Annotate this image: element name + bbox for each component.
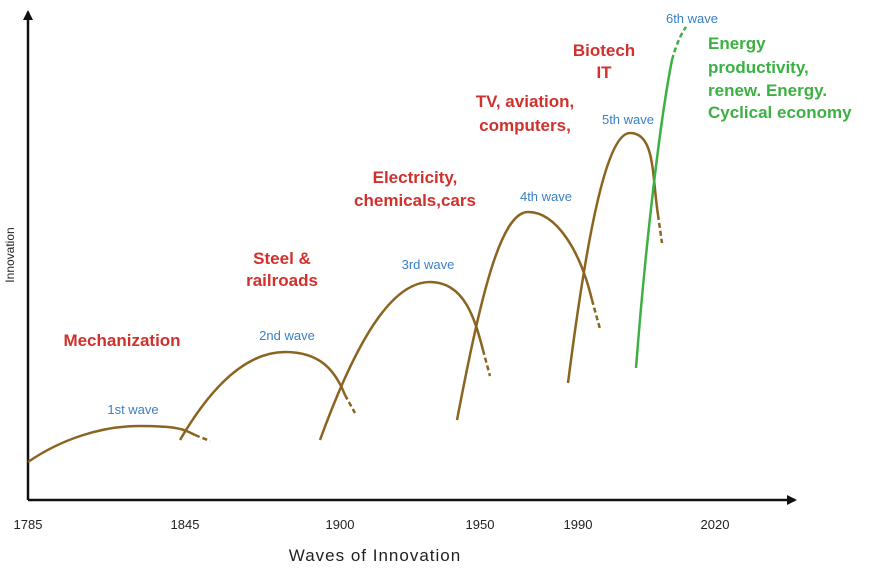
wave-curve bbox=[318, 280, 485, 441]
wave-label: 6th wave bbox=[666, 11, 718, 26]
wave-curve bbox=[566, 131, 660, 384]
technology: productivity, bbox=[708, 58, 809, 77]
wave-label: 3rd wave bbox=[402, 257, 455, 272]
wave-label: 5th wave bbox=[602, 112, 654, 127]
y-axis-label: Innovation bbox=[3, 227, 17, 282]
wave-label: 1st wave bbox=[107, 402, 158, 417]
curves bbox=[27, 26, 688, 464]
technologies: Mechanization Steel & railroads Electric… bbox=[63, 34, 852, 350]
wave-curve bbox=[634, 59, 674, 369]
wave-label: 4th wave bbox=[520, 189, 572, 204]
wave-label: 2nd wave bbox=[259, 328, 315, 343]
x-tick-label: 1900 bbox=[326, 517, 355, 532]
wave-curve bbox=[27, 424, 196, 464]
technology: Electricity, bbox=[373, 168, 458, 187]
wave-curve-end bbox=[194, 433, 211, 443]
wave-curve-end bbox=[670, 26, 688, 61]
x-tick-label: 1950 bbox=[466, 517, 495, 532]
x-tick-label: 1785 bbox=[14, 517, 43, 532]
x-tick-label: 1845 bbox=[171, 517, 200, 532]
technology: railroads bbox=[246, 271, 318, 290]
x-tick-label: 1990 bbox=[564, 517, 593, 532]
technology: Steel & bbox=[253, 249, 311, 268]
technology: computers, bbox=[479, 116, 571, 135]
technology: TV, aviation, bbox=[476, 92, 575, 111]
wave-curve-end bbox=[590, 299, 602, 330]
wave-curve-end bbox=[656, 214, 664, 244]
wave-labels: 1st wave 2nd wave 3rd wave 4th wave 5th … bbox=[107, 11, 718, 417]
technology: renew. Energy. bbox=[708, 81, 827, 100]
technology: chemicals,cars bbox=[354, 191, 476, 210]
x-ticks: 1785 1845 1900 1950 1990 2020 bbox=[14, 517, 730, 532]
technology: Mechanization bbox=[63, 331, 180, 350]
x-tick-label: 2020 bbox=[701, 517, 730, 532]
wave-curve-end bbox=[343, 394, 357, 414]
technology: IT bbox=[596, 63, 612, 82]
technology: Cyclical economy bbox=[708, 103, 852, 122]
technology: Energy bbox=[708, 34, 766, 53]
technology: Biotech bbox=[573, 41, 635, 60]
wave-curve-end bbox=[481, 349, 492, 377]
wave-curve bbox=[178, 350, 347, 441]
x-axis-label: Waves of Innovation bbox=[289, 546, 461, 565]
wave-curve bbox=[455, 210, 594, 421]
